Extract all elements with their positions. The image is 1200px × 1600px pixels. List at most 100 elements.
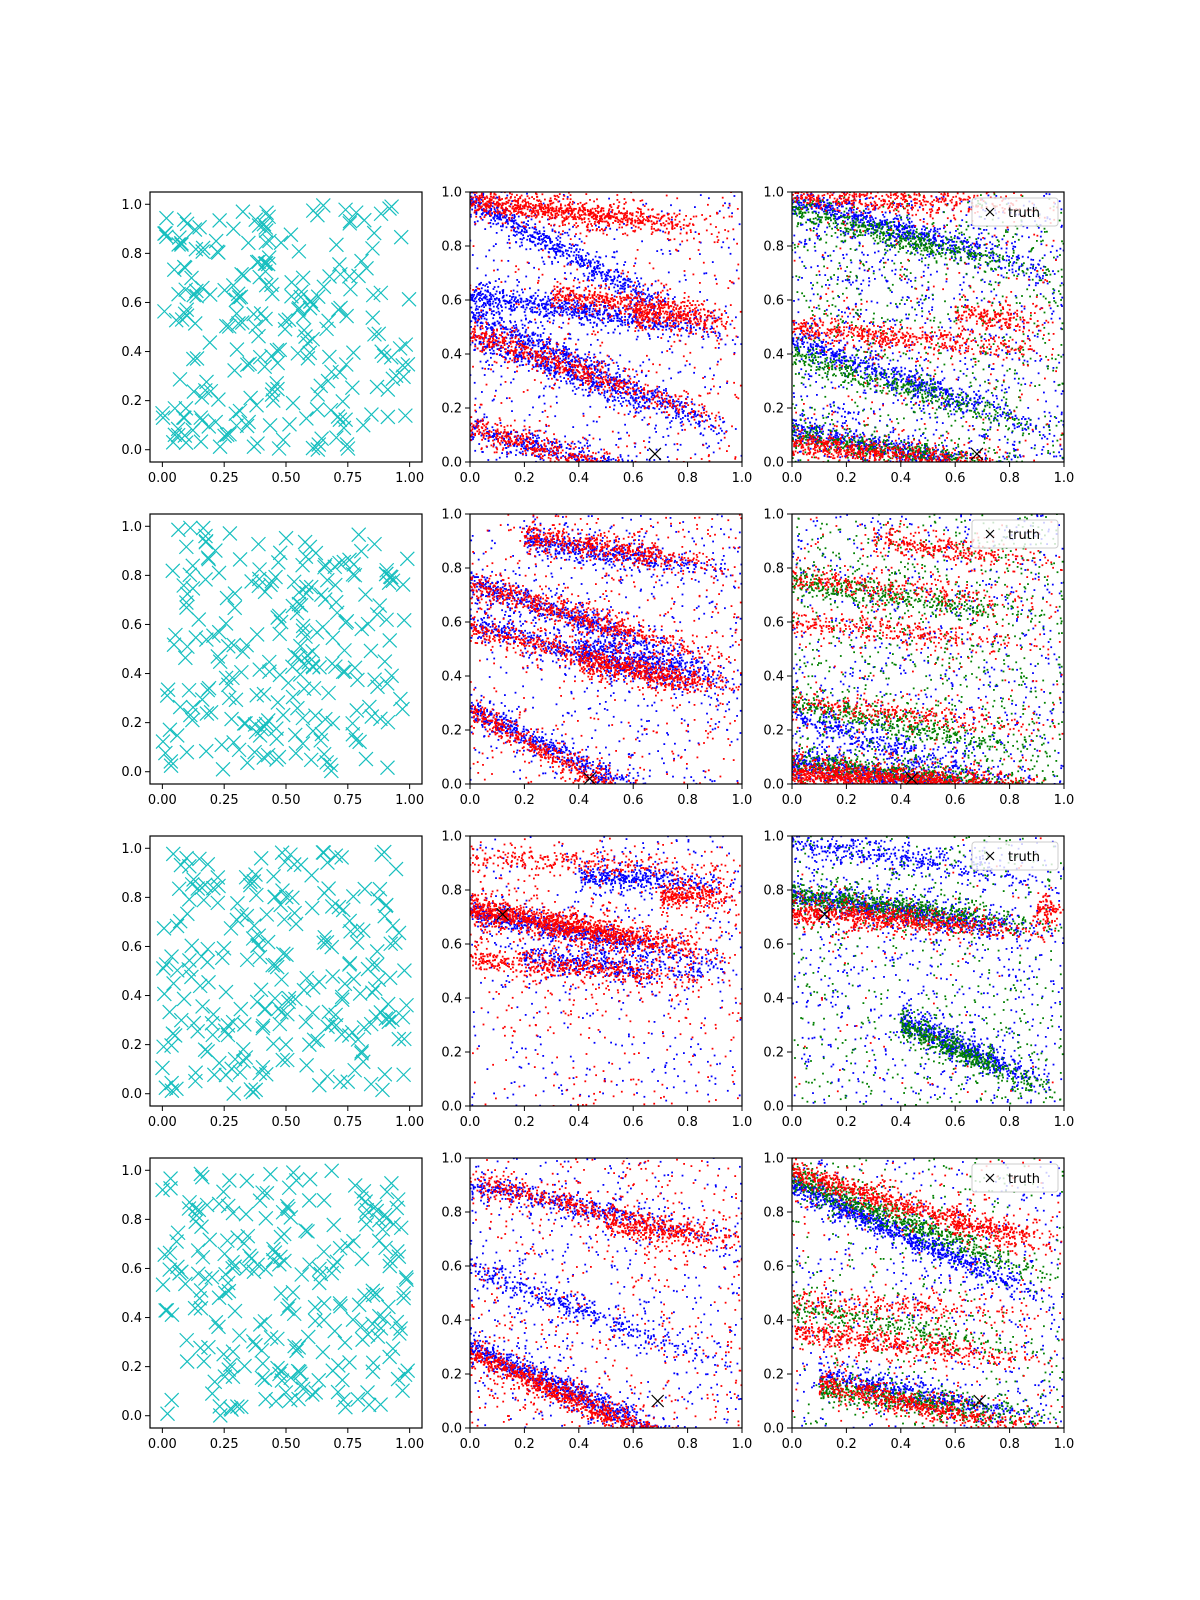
data-point bbox=[630, 219, 633, 221]
data-point bbox=[686, 239, 689, 242]
data-point bbox=[634, 393, 636, 396]
data-point bbox=[503, 356, 506, 359]
data-point bbox=[577, 308, 580, 311]
data-point bbox=[605, 277, 607, 280]
data-point bbox=[579, 361, 581, 364]
data-point bbox=[571, 209, 573, 212]
data-point bbox=[724, 305, 727, 308]
sample-point bbox=[259, 205, 274, 221]
data-point bbox=[550, 369, 552, 372]
data-point bbox=[584, 304, 587, 307]
data-point bbox=[491, 435, 494, 437]
data-point bbox=[506, 219, 509, 221]
sample-point bbox=[193, 410, 209, 426]
data-point bbox=[556, 248, 559, 251]
data-point bbox=[574, 356, 577, 359]
data-point bbox=[599, 256, 602, 259]
data-point bbox=[522, 429, 525, 432]
data-point bbox=[600, 365, 603, 368]
data-point bbox=[504, 358, 507, 361]
data-point bbox=[530, 306, 533, 309]
data-point bbox=[648, 326, 651, 329]
data-point bbox=[673, 405, 676, 407]
data-point bbox=[517, 439, 520, 442]
data-point bbox=[488, 346, 491, 349]
data-point bbox=[568, 361, 571, 363]
data-point bbox=[512, 341, 514, 344]
data-point bbox=[596, 210, 599, 213]
data-point bbox=[606, 278, 609, 281]
data-point bbox=[573, 443, 576, 445]
data-point bbox=[590, 314, 593, 316]
data-point bbox=[559, 375, 562, 378]
data-point bbox=[573, 201, 576, 204]
data-point bbox=[507, 452, 510, 455]
data-point bbox=[488, 344, 490, 346]
data-point bbox=[660, 325, 663, 328]
data-point bbox=[543, 211, 545, 213]
data-point bbox=[700, 412, 703, 414]
sample-point bbox=[339, 308, 355, 324]
data-point bbox=[486, 197, 489, 199]
data-point bbox=[613, 386, 616, 389]
data-point bbox=[567, 443, 569, 446]
data-point bbox=[641, 222, 644, 224]
data-point bbox=[626, 318, 629, 321]
data-point bbox=[525, 363, 528, 366]
data-point bbox=[558, 231, 560, 234]
data-point bbox=[653, 216, 656, 218]
data-point bbox=[597, 388, 600, 390]
data-point bbox=[605, 255, 607, 258]
data-point bbox=[470, 337, 473, 339]
data-point bbox=[474, 296, 477, 299]
data-point bbox=[694, 206, 696, 208]
data-point bbox=[502, 215, 505, 218]
data-point bbox=[596, 314, 599, 317]
data-point bbox=[583, 455, 585, 458]
data-point bbox=[631, 299, 634, 301]
data-point bbox=[525, 328, 528, 331]
data-point bbox=[705, 414, 707, 416]
data-point bbox=[518, 342, 521, 345]
data-point bbox=[590, 359, 593, 362]
data-point bbox=[569, 313, 571, 315]
data-point bbox=[621, 392, 624, 394]
data-point bbox=[514, 230, 517, 233]
data-point bbox=[602, 380, 604, 383]
data-point bbox=[518, 351, 521, 354]
sample-point bbox=[253, 305, 269, 321]
data-point bbox=[494, 219, 496, 222]
data-point bbox=[493, 334, 496, 337]
data-point bbox=[525, 216, 527, 219]
sample-point bbox=[401, 291, 417, 307]
data-point bbox=[472, 316, 474, 319]
data-point bbox=[596, 339, 599, 341]
data-point bbox=[570, 351, 573, 354]
data-point bbox=[528, 429, 531, 432]
data-point bbox=[536, 231, 539, 234]
data-point bbox=[483, 416, 486, 419]
data-point bbox=[517, 360, 519, 362]
data-point bbox=[634, 414, 637, 417]
data-point bbox=[589, 385, 592, 388]
data-point bbox=[481, 299, 484, 301]
data-point bbox=[499, 214, 501, 216]
sample-point bbox=[176, 212, 192, 228]
data-point bbox=[521, 445, 524, 448]
data-point bbox=[506, 353, 509, 356]
data-point bbox=[682, 224, 685, 226]
data-point bbox=[595, 218, 597, 221]
data-point bbox=[655, 412, 658, 415]
data-point bbox=[506, 333, 509, 336]
data-point bbox=[658, 323, 661, 326]
data-point bbox=[567, 353, 570, 356]
sample-point bbox=[157, 303, 172, 319]
data-point bbox=[619, 455, 622, 458]
data-point bbox=[648, 358, 651, 361]
data-point bbox=[485, 283, 488, 286]
data-point bbox=[499, 433, 501, 435]
data-point bbox=[474, 325, 476, 328]
sample-point bbox=[324, 364, 339, 380]
data-point bbox=[579, 262, 582, 265]
data-point bbox=[542, 344, 545, 347]
